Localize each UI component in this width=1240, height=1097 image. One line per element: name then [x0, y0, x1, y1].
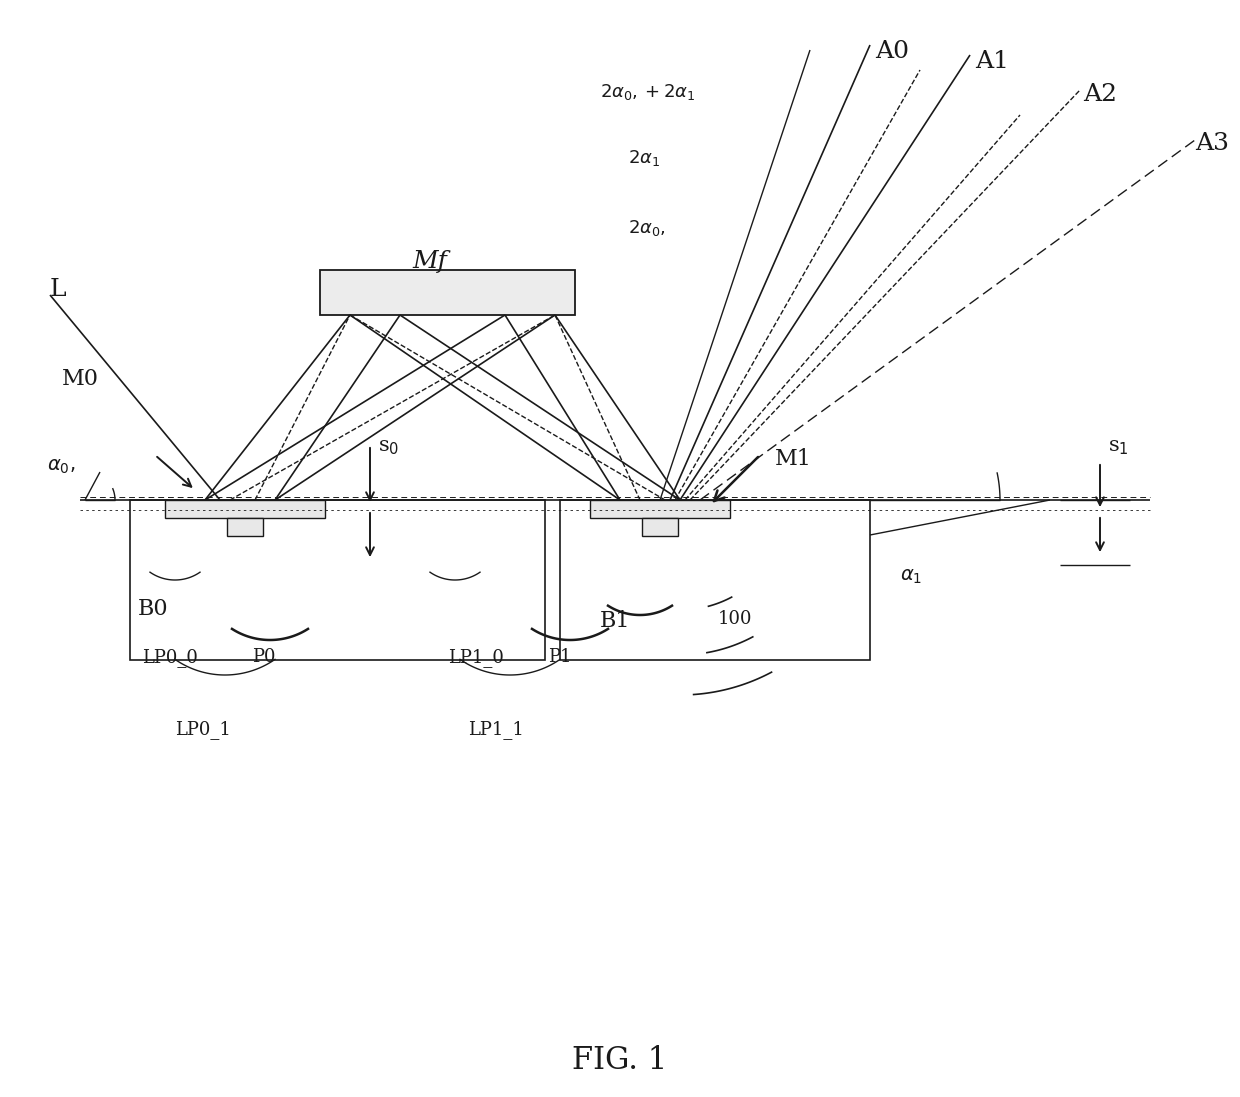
Text: A0: A0	[875, 39, 909, 63]
Text: LP1_0: LP1_0	[448, 648, 503, 667]
Text: B0: B0	[138, 598, 169, 620]
Text: Mf: Mf	[413, 250, 448, 273]
Text: P1: P1	[548, 648, 572, 666]
Text: LP1_1: LP1_1	[467, 720, 523, 739]
Text: A3: A3	[1195, 132, 1229, 155]
Text: $\alpha_1$: $\alpha_1$	[900, 568, 923, 586]
Bar	[320, 270, 575, 315]
Text: $2\alpha_0,+2\alpha_1$: $2\alpha_0,+2\alpha_1$	[600, 82, 696, 102]
Text: A2: A2	[1083, 83, 1117, 106]
Text: $2\alpha_1$: $2\alpha_1$	[627, 148, 660, 168]
Text: M0: M0	[62, 367, 99, 391]
Bar	[560, 500, 870, 660]
Text: $2\alpha_0,$: $2\alpha_0,$	[627, 218, 666, 238]
Text: FIG. 1: FIG. 1	[573, 1045, 667, 1076]
Text: 100: 100	[718, 610, 753, 627]
Bar	[130, 500, 546, 660]
Text: LP0_1: LP0_1	[175, 720, 231, 739]
Text: B1: B1	[600, 610, 630, 632]
Text: s$_1$: s$_1$	[1109, 438, 1128, 457]
Bar	[642, 518, 678, 536]
Text: $\alpha_0,$: $\alpha_0,$	[47, 459, 76, 476]
Text: LP0_0: LP0_0	[143, 648, 198, 667]
Text: A1: A1	[975, 50, 1009, 73]
Text: P0: P0	[252, 648, 275, 666]
Bar	[165, 500, 325, 518]
Bar	[590, 500, 730, 518]
Text: L: L	[50, 278, 67, 301]
Text: M1: M1	[775, 448, 812, 470]
Text: s$_0$: s$_0$	[378, 438, 399, 457]
Bar	[227, 518, 263, 536]
